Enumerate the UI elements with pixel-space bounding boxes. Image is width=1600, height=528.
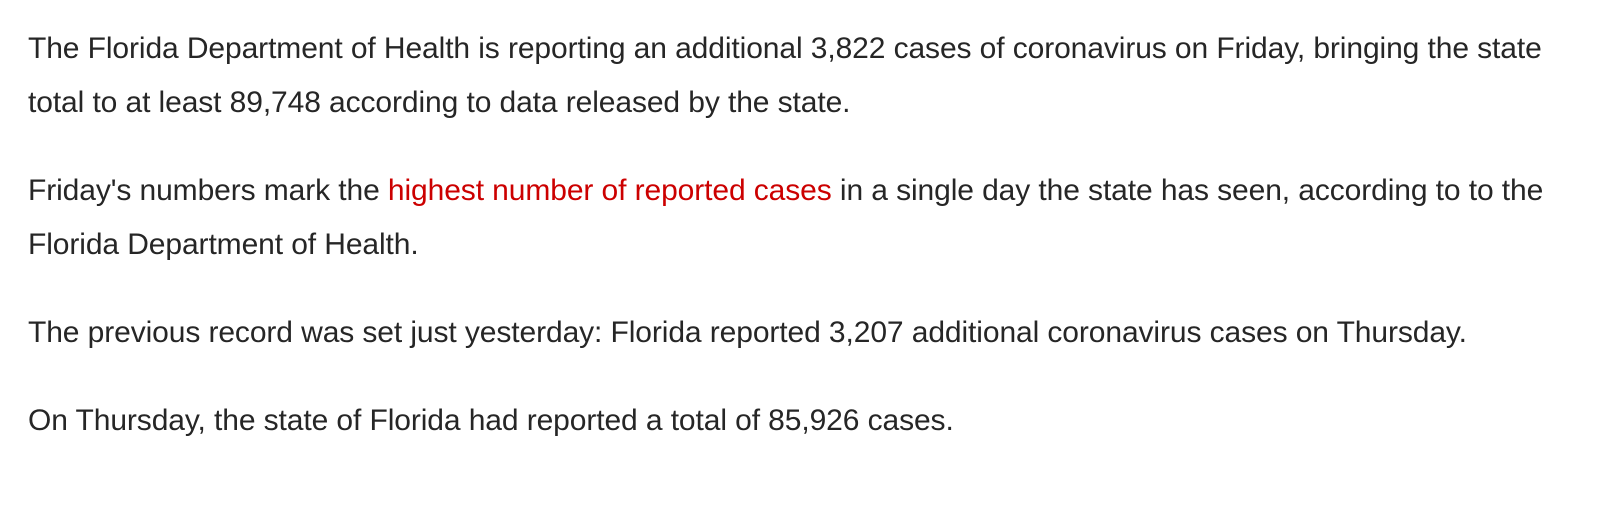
paragraph-text: The previous record was set just yesterd… (28, 316, 1467, 349)
paragraph-case-report: The Florida Department of Health is repo… (28, 22, 1588, 130)
paragraph-text: On Thursday, the state of Florida had re… (28, 404, 954, 437)
paragraph-text: The Florida Department of Health is repo… (28, 32, 1542, 119)
highest-cases-link[interactable]: highest number of reported cases (387, 174, 832, 207)
article-body: The Florida Department of Health is repo… (28, 22, 1588, 448)
paragraph-text-after-link: in a single day the state has seen, acco… (28, 174, 1544, 261)
paragraph-text-before-link: Friday's numbers mark the (28, 174, 388, 207)
paragraph-previous-record: The previous record was set just yesterd… (28, 306, 1588, 360)
paragraph-thursday-total: On Thursday, the state of Florida had re… (28, 394, 1588, 448)
paragraph-record-day: Friday's numbers mark the highest number… (28, 164, 1588, 272)
